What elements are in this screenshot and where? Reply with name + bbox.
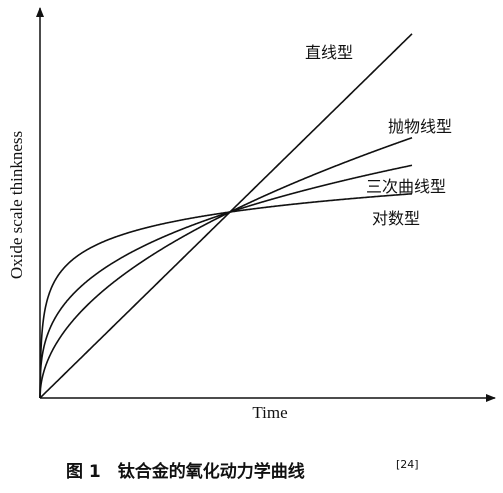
caption: 图 1 钛合金的氧化动力学曲线 [66, 461, 305, 482]
curve [39, 33, 413, 399]
curve [39, 164, 413, 399]
caption-ref: [24] [396, 458, 419, 471]
curve-label: 三次曲线型 [366, 177, 446, 196]
curve-label: 对数型 [372, 209, 420, 228]
x-axis-label: Time [252, 403, 287, 422]
y-axis-label: Oxide scale thinkness [7, 131, 26, 279]
curve-label: 直线型 [305, 43, 353, 62]
curve-label: 抛物线型 [388, 117, 452, 136]
curve [39, 193, 412, 399]
